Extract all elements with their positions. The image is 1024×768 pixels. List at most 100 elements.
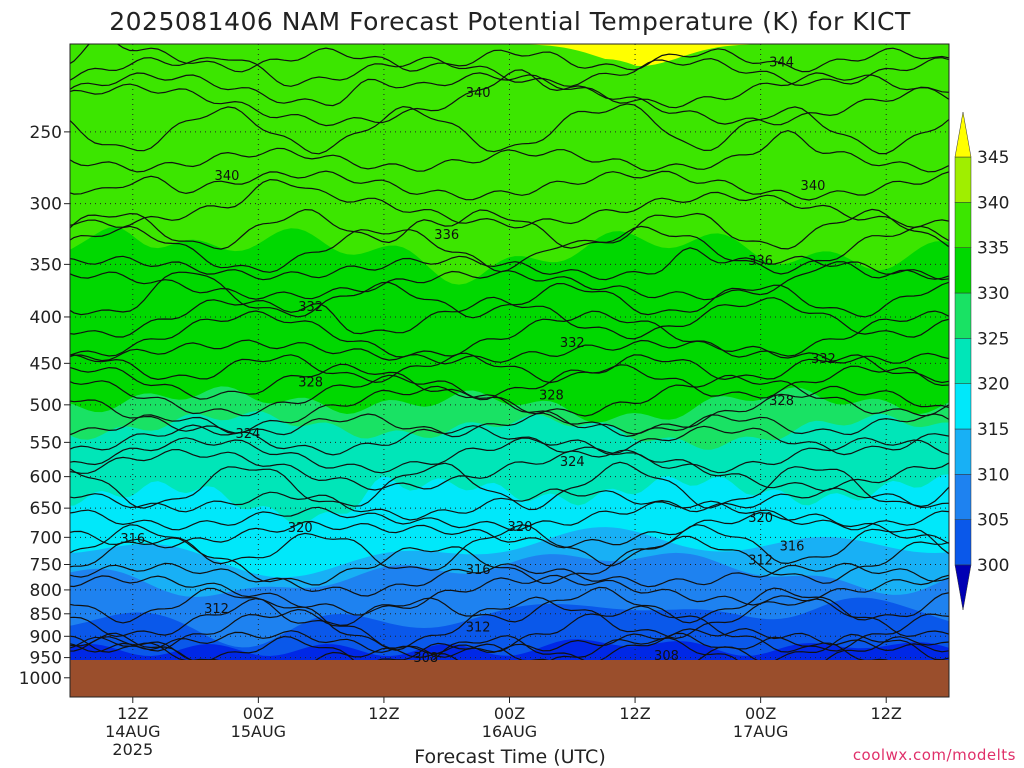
- x-tick-label: 16AUG: [482, 722, 537, 741]
- contour-line: [70, 339, 949, 365]
- contour-line: [70, 261, 949, 301]
- y-tick-label: 750: [30, 555, 62, 575]
- contour-label-text: 332: [560, 336, 585, 351]
- contour-label-text: 316: [780, 540, 805, 555]
- colorbar-segment: [954, 474, 972, 520]
- y-tick-label: 300: [30, 195, 62, 215]
- contour-line: [70, 385, 949, 435]
- y-tick-label: 600: [30, 468, 62, 488]
- contour-label-text: 340: [801, 179, 826, 194]
- contour-label: 336: [434, 228, 459, 243]
- plot-area: 344 340 340 340 336 336 332 332 332 328 328 328 324 3…: [70, 44, 949, 697]
- contour-line: [70, 487, 949, 521]
- contour-line: [70, 412, 949, 438]
- contour-label-text: 328: [298, 375, 323, 390]
- contour-label-text: 312: [748, 554, 773, 569]
- contour-line: [70, 208, 949, 250]
- contour-label-text: 316: [466, 563, 491, 578]
- x-tick-label: 2025: [112, 740, 153, 759]
- contour-line: [70, 374, 949, 417]
- contour-line: [70, 363, 949, 401]
- contour-label: 316: [780, 540, 805, 555]
- contour-line: [70, 448, 949, 492]
- colorbar-segment: [954, 428, 972, 475]
- colorbar-label: 325: [977, 329, 1009, 349]
- contour-label-text: 316: [120, 532, 145, 547]
- contour-labels: 344 340 340 340 336 336 332 332 332 328 328 328 324 3…: [120, 55, 836, 666]
- contour-label-text: 336: [748, 254, 773, 269]
- contour-line: [70, 461, 949, 511]
- contour-label-text: 332: [811, 352, 836, 367]
- contour-line: [70, 437, 949, 474]
- y-tick-label: 450: [30, 354, 62, 374]
- contour-label-text: 324: [560, 455, 585, 470]
- colorbar-label: 305: [977, 511, 1009, 531]
- contour-label-text: 332: [298, 300, 323, 315]
- contour-label: 308: [654, 649, 679, 664]
- contour-line: [70, 500, 949, 531]
- y-tick-label: 800: [30, 581, 62, 601]
- x-tick-label: 12Z: [871, 704, 902, 723]
- contour-label: 328: [539, 388, 564, 403]
- contour-label: 328: [298, 375, 323, 390]
- x-axis-label: Forecast Time (UTC): [414, 746, 605, 768]
- colorbar-label: 340: [977, 193, 1009, 213]
- y-tick-label: 350: [30, 255, 62, 275]
- x-tick-label: 12Z: [368, 704, 399, 723]
- contour-label-text: 320: [748, 511, 773, 526]
- y-tick-label: 250: [30, 123, 62, 143]
- contour-label-text: 308: [654, 649, 679, 664]
- contour-label: 320: [288, 521, 313, 536]
- y-tick-label: 550: [30, 433, 62, 453]
- contour-label: 332: [811, 352, 836, 367]
- contour-line: [70, 44, 949, 73]
- contour-label-text: 328: [769, 394, 794, 409]
- y-tick-label: 1000: [19, 669, 62, 689]
- contour-line: [70, 596, 949, 651]
- y-tick-label: 650: [30, 499, 62, 519]
- contour-label: 332: [560, 336, 585, 351]
- credit-text: coolwx.com/modelts: [853, 746, 1016, 764]
- contour-line: [70, 129, 949, 173]
- y-tick-label: 700: [30, 528, 62, 548]
- contour-line: [70, 247, 949, 281]
- contour-label: 344: [769, 55, 794, 70]
- contour-label: 332: [298, 300, 323, 315]
- contour-label-text: 340: [215, 169, 240, 184]
- colorbar-label: 335: [977, 239, 1009, 259]
- contour-label-text: 328: [539, 388, 564, 403]
- colorbar-label: 315: [977, 420, 1009, 440]
- colorbar-segment: [954, 156, 972, 203]
- contour-label: 316: [120, 532, 145, 547]
- colorbar-label: 310: [977, 465, 1009, 485]
- contour-line: [70, 178, 949, 229]
- colorbar-label: 300: [977, 556, 1009, 576]
- contour-lines: [70, 44, 949, 682]
- contour-line: [70, 310, 949, 358]
- contour-line: [70, 627, 949, 655]
- contour-label: 340: [466, 86, 491, 101]
- contour-label-text: 312: [466, 621, 491, 636]
- x-tick-label: 12Z: [117, 704, 148, 723]
- colorbar-segment: [954, 292, 972, 339]
- y-tick-label: 500: [30, 396, 62, 416]
- x-tick-label: 00Z: [243, 704, 274, 723]
- contour-label: 324: [235, 427, 260, 442]
- y-tick-label: 900: [30, 627, 62, 647]
- contour-line: [70, 535, 949, 586]
- contour-label: 316: [466, 563, 491, 578]
- contour-label: 336: [748, 254, 773, 269]
- y-tick-label: 950: [30, 649, 62, 669]
- colorbar-segment: [954, 338, 972, 384]
- contour-label-text: 344: [769, 55, 794, 70]
- chart-title: 2025081406 NAM Forecast Potential Temper…: [109, 7, 911, 36]
- contour-label: 328: [769, 394, 794, 409]
- contour-label-text: 320: [508, 520, 533, 535]
- colorbar-segment: [954, 519, 972, 566]
- y-tick-label: 850: [30, 605, 62, 625]
- contour-label-text: 312: [204, 602, 229, 617]
- contour-label: 308: [413, 651, 438, 666]
- x-tick-label: 17AUG: [733, 722, 788, 741]
